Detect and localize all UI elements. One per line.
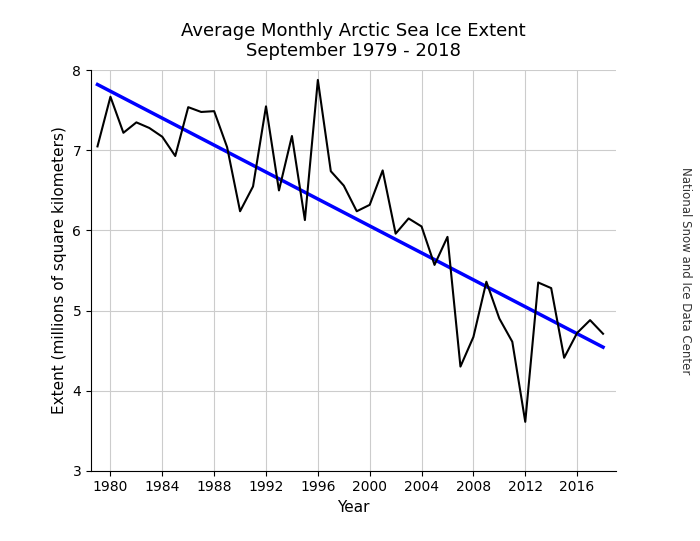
Title: Average Monthly Arctic Sea Ice Extent
September 1979 - 2018: Average Monthly Arctic Sea Ice Extent Se… bbox=[181, 22, 526, 61]
X-axis label: Year: Year bbox=[337, 500, 370, 515]
Y-axis label: Extent (millions of square kilometers): Extent (millions of square kilometers) bbox=[52, 127, 66, 414]
Text: National Snow and Ice Data Center: National Snow and Ice Data Center bbox=[680, 167, 692, 374]
